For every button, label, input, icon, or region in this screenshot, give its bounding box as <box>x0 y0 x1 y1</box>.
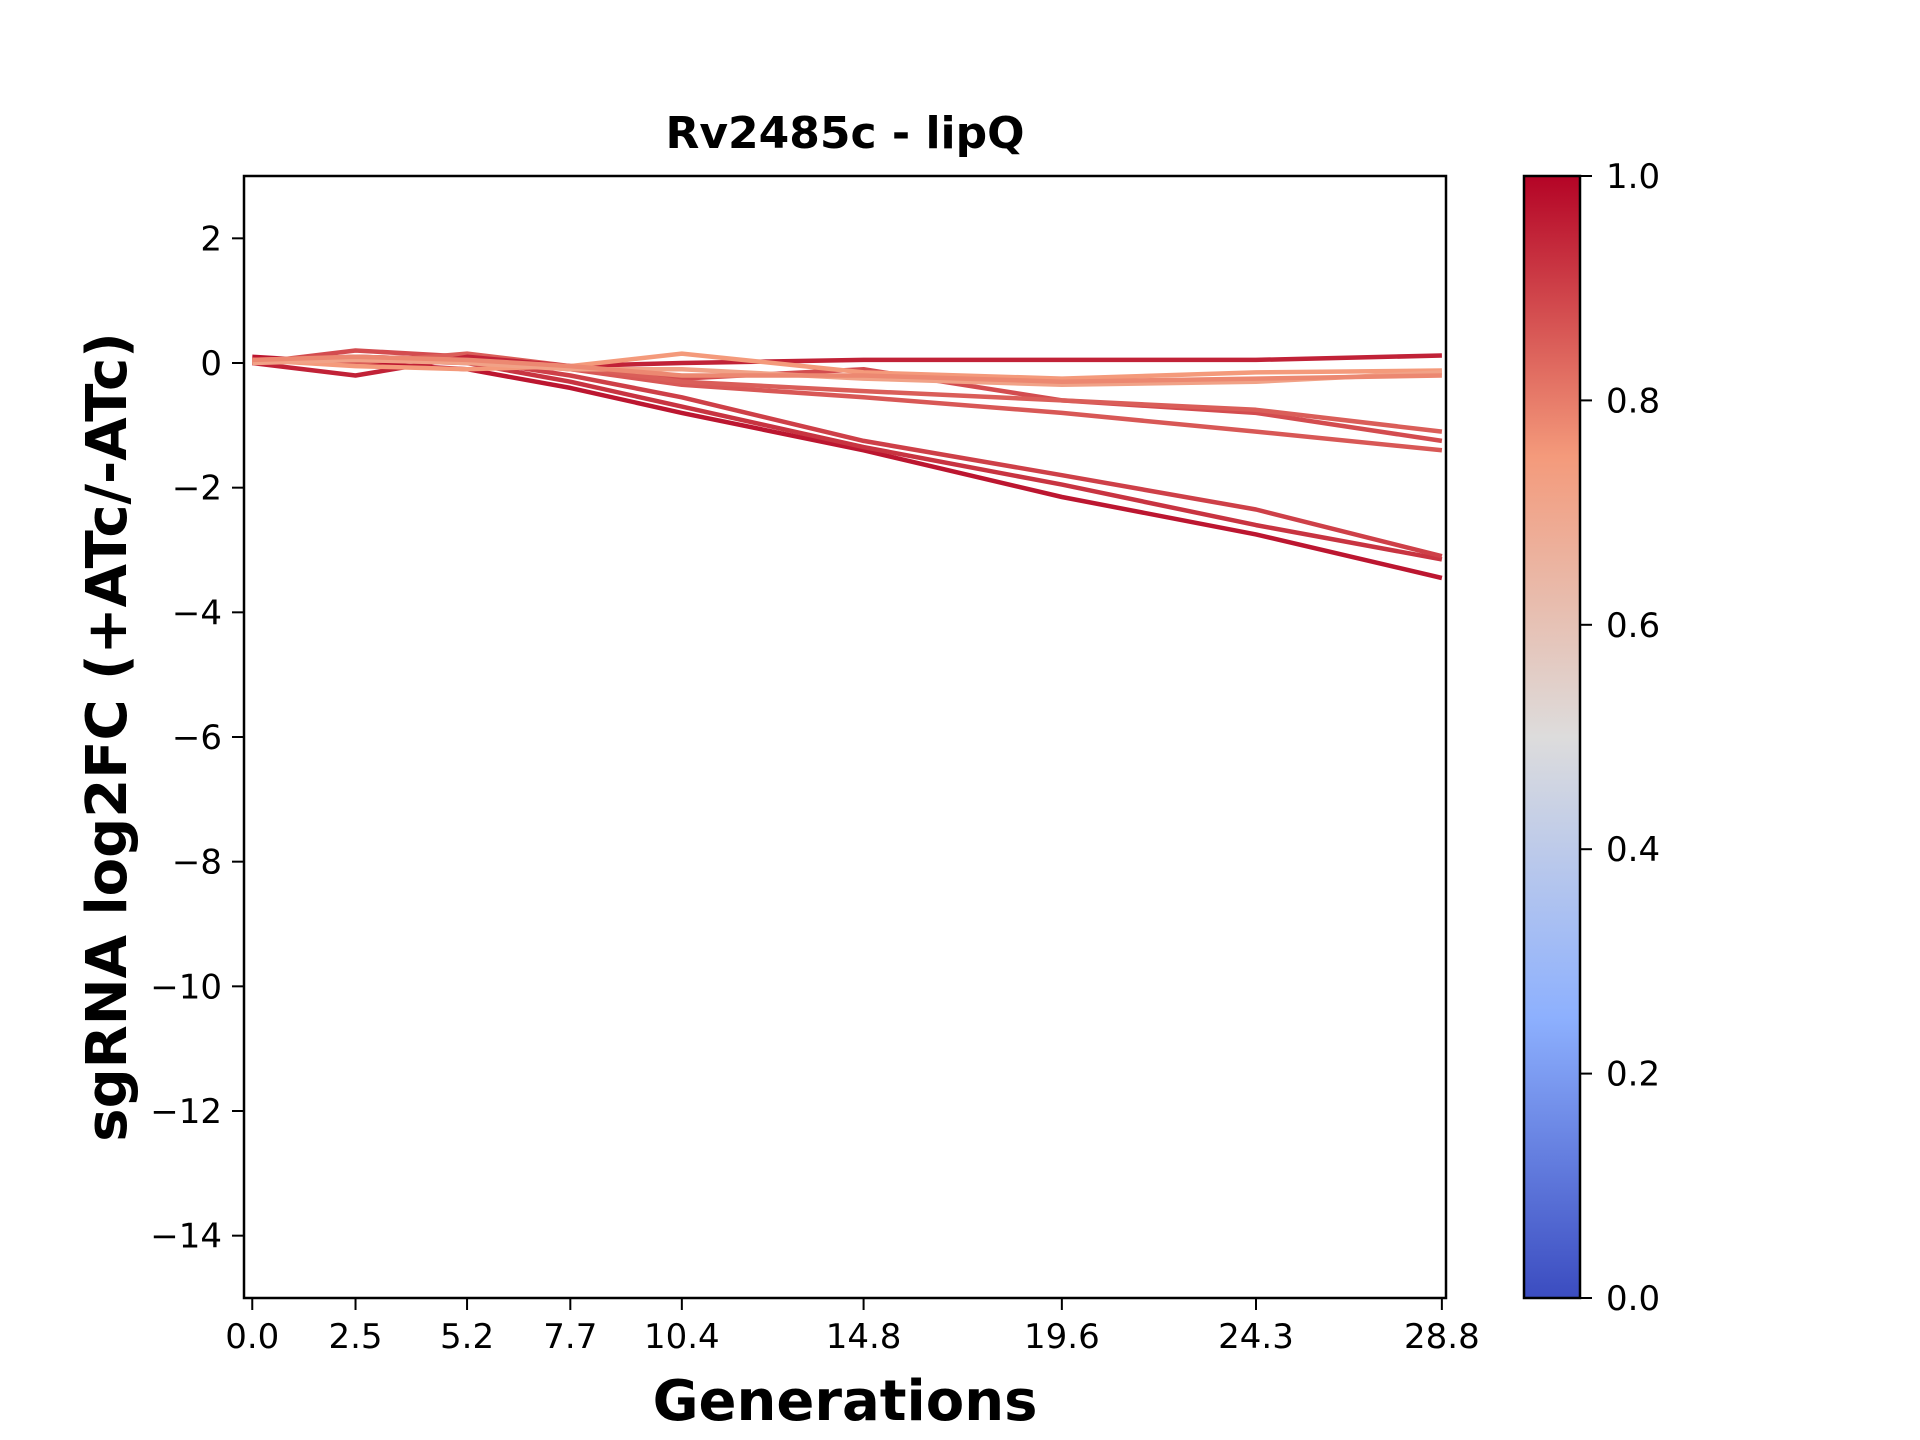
y-tick-label: −2 <box>172 469 222 509</box>
colorbar-tick-label: 0.0 <box>1606 1279 1660 1319</box>
y-axis: 2 0 −2 −4 −6 −8 −10 −12 −14 <box>150 219 244 1257</box>
y-tick-label: −4 <box>172 593 222 633</box>
plot-frame <box>242 174 1448 1300</box>
x-tick-label: 19.6 <box>1024 1317 1100 1357</box>
colorbar-tick-label: 1.0 <box>1606 157 1660 197</box>
y-tick-label: −10 <box>150 967 222 1007</box>
y-tick-label: −8 <box>172 843 222 883</box>
colorbar-ticks: 0.0 0.2 0.4 0.6 0.8 1.0 <box>1580 157 1660 1319</box>
x-tick-label: 10.4 <box>644 1317 720 1357</box>
series-layer <box>252 348 1443 581</box>
series-line-8 <box>252 351 1442 381</box>
x-tick-label: 28.8 <box>1404 1317 1480 1357</box>
x-tick-label: 7.7 <box>543 1317 597 1357</box>
x-tick-label: 14.8 <box>826 1317 902 1357</box>
x-tick-label: 24.3 <box>1218 1317 1294 1357</box>
chart-title: Rv2485c - lipQ <box>665 108 1024 159</box>
colorbar-tick-label: 0.4 <box>1606 830 1660 870</box>
colorbar-tick-label: 0.8 <box>1606 381 1660 421</box>
colorbar-tick-label: 0.6 <box>1606 606 1660 646</box>
x-axis-label: Generations <box>653 1369 1038 1434</box>
y-axis-label: sgRNA log2FC (+ATc/-ATc) <box>75 332 140 1142</box>
x-tick-label: 2.5 <box>328 1317 382 1357</box>
x-tick-label: 0.0 <box>225 1317 279 1357</box>
colorbar <box>1522 174 1582 1300</box>
x-tick-label: 5.2 <box>440 1317 494 1357</box>
y-tick-label: 0 <box>200 344 222 384</box>
y-tick-label: 2 <box>200 219 222 259</box>
y-tick-label: −14 <box>150 1217 222 1257</box>
series-line-9 <box>252 357 1443 388</box>
y-tick-label: −12 <box>150 1092 222 1132</box>
x-axis: 0.0 2.5 5.2 7.7 10.4 14.8 19.6 24.3 28.8 <box>225 1298 1480 1357</box>
colorbar-tick-label: 0.2 <box>1606 1055 1660 1095</box>
series-line-10 <box>252 354 1442 384</box>
y-tick-label: −6 <box>172 718 222 758</box>
